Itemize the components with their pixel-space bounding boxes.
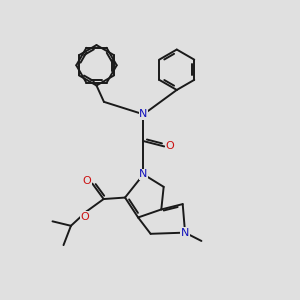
Text: O: O: [82, 176, 91, 186]
Text: N: N: [181, 228, 189, 238]
Text: N: N: [139, 169, 148, 179]
Text: N: N: [139, 109, 148, 119]
Text: O: O: [166, 141, 175, 152]
Text: O: O: [80, 212, 89, 222]
